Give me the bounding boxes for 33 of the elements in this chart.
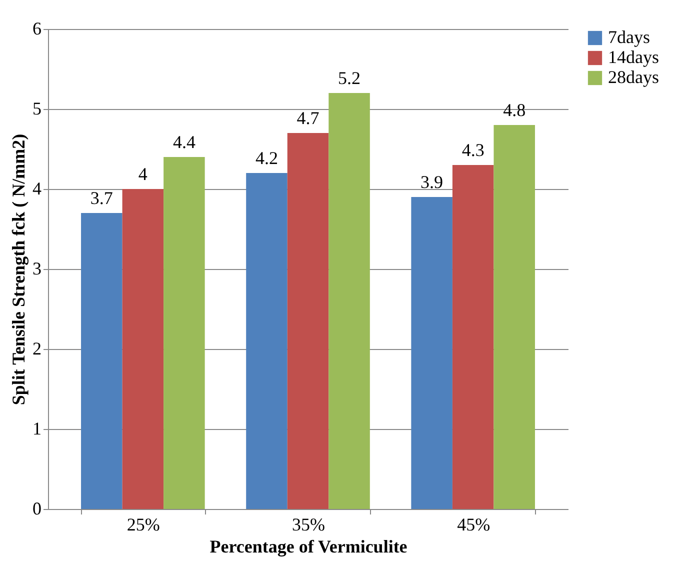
- data-label: 3.9: [420, 172, 444, 192]
- data-label: 4.7: [296, 108, 320, 128]
- bar: [122, 189, 164, 509]
- legend-label: 14days: [608, 47, 659, 67]
- y-tick-label: 1: [32, 418, 42, 438]
- y-tick-label: 5: [32, 98, 42, 118]
- bar: [411, 197, 452, 509]
- data-label: 4: [138, 164, 148, 184]
- y-tick-label: 0: [32, 498, 42, 518]
- y-tick-label: 4: [32, 178, 42, 198]
- bar: [287, 133, 329, 509]
- x-axis-title: Percentage of Vermiculite: [210, 536, 408, 556]
- y-axis-title: Split Tensile Strength fck ( N/mm2): [8, 134, 28, 406]
- x-tick-label: 25%: [126, 514, 160, 534]
- bar: [246, 173, 288, 509]
- x-tick-label: 45%: [457, 514, 490, 534]
- bar: [164, 157, 205, 509]
- data-label: 4.2: [255, 148, 278, 168]
- bar: [452, 165, 494, 509]
- legend-label: 7days: [608, 27, 650, 47]
- x-tick-label: 35%: [292, 514, 325, 534]
- data-label: 4.4: [172, 132, 196, 152]
- bar: [81, 213, 122, 509]
- y-tick-label: 6: [32, 18, 42, 38]
- data-label: 3.7: [90, 188, 113, 208]
- legend-label: 28days: [608, 67, 659, 87]
- data-label: 5.2: [338, 68, 361, 88]
- y-tick-label: 3: [32, 258, 42, 278]
- bar: [494, 125, 535, 509]
- data-label: 4.3: [462, 140, 484, 160]
- data-label: 4.8: [503, 100, 526, 120]
- bar: [328, 93, 370, 509]
- y-tick-label: 2: [32, 338, 42, 358]
